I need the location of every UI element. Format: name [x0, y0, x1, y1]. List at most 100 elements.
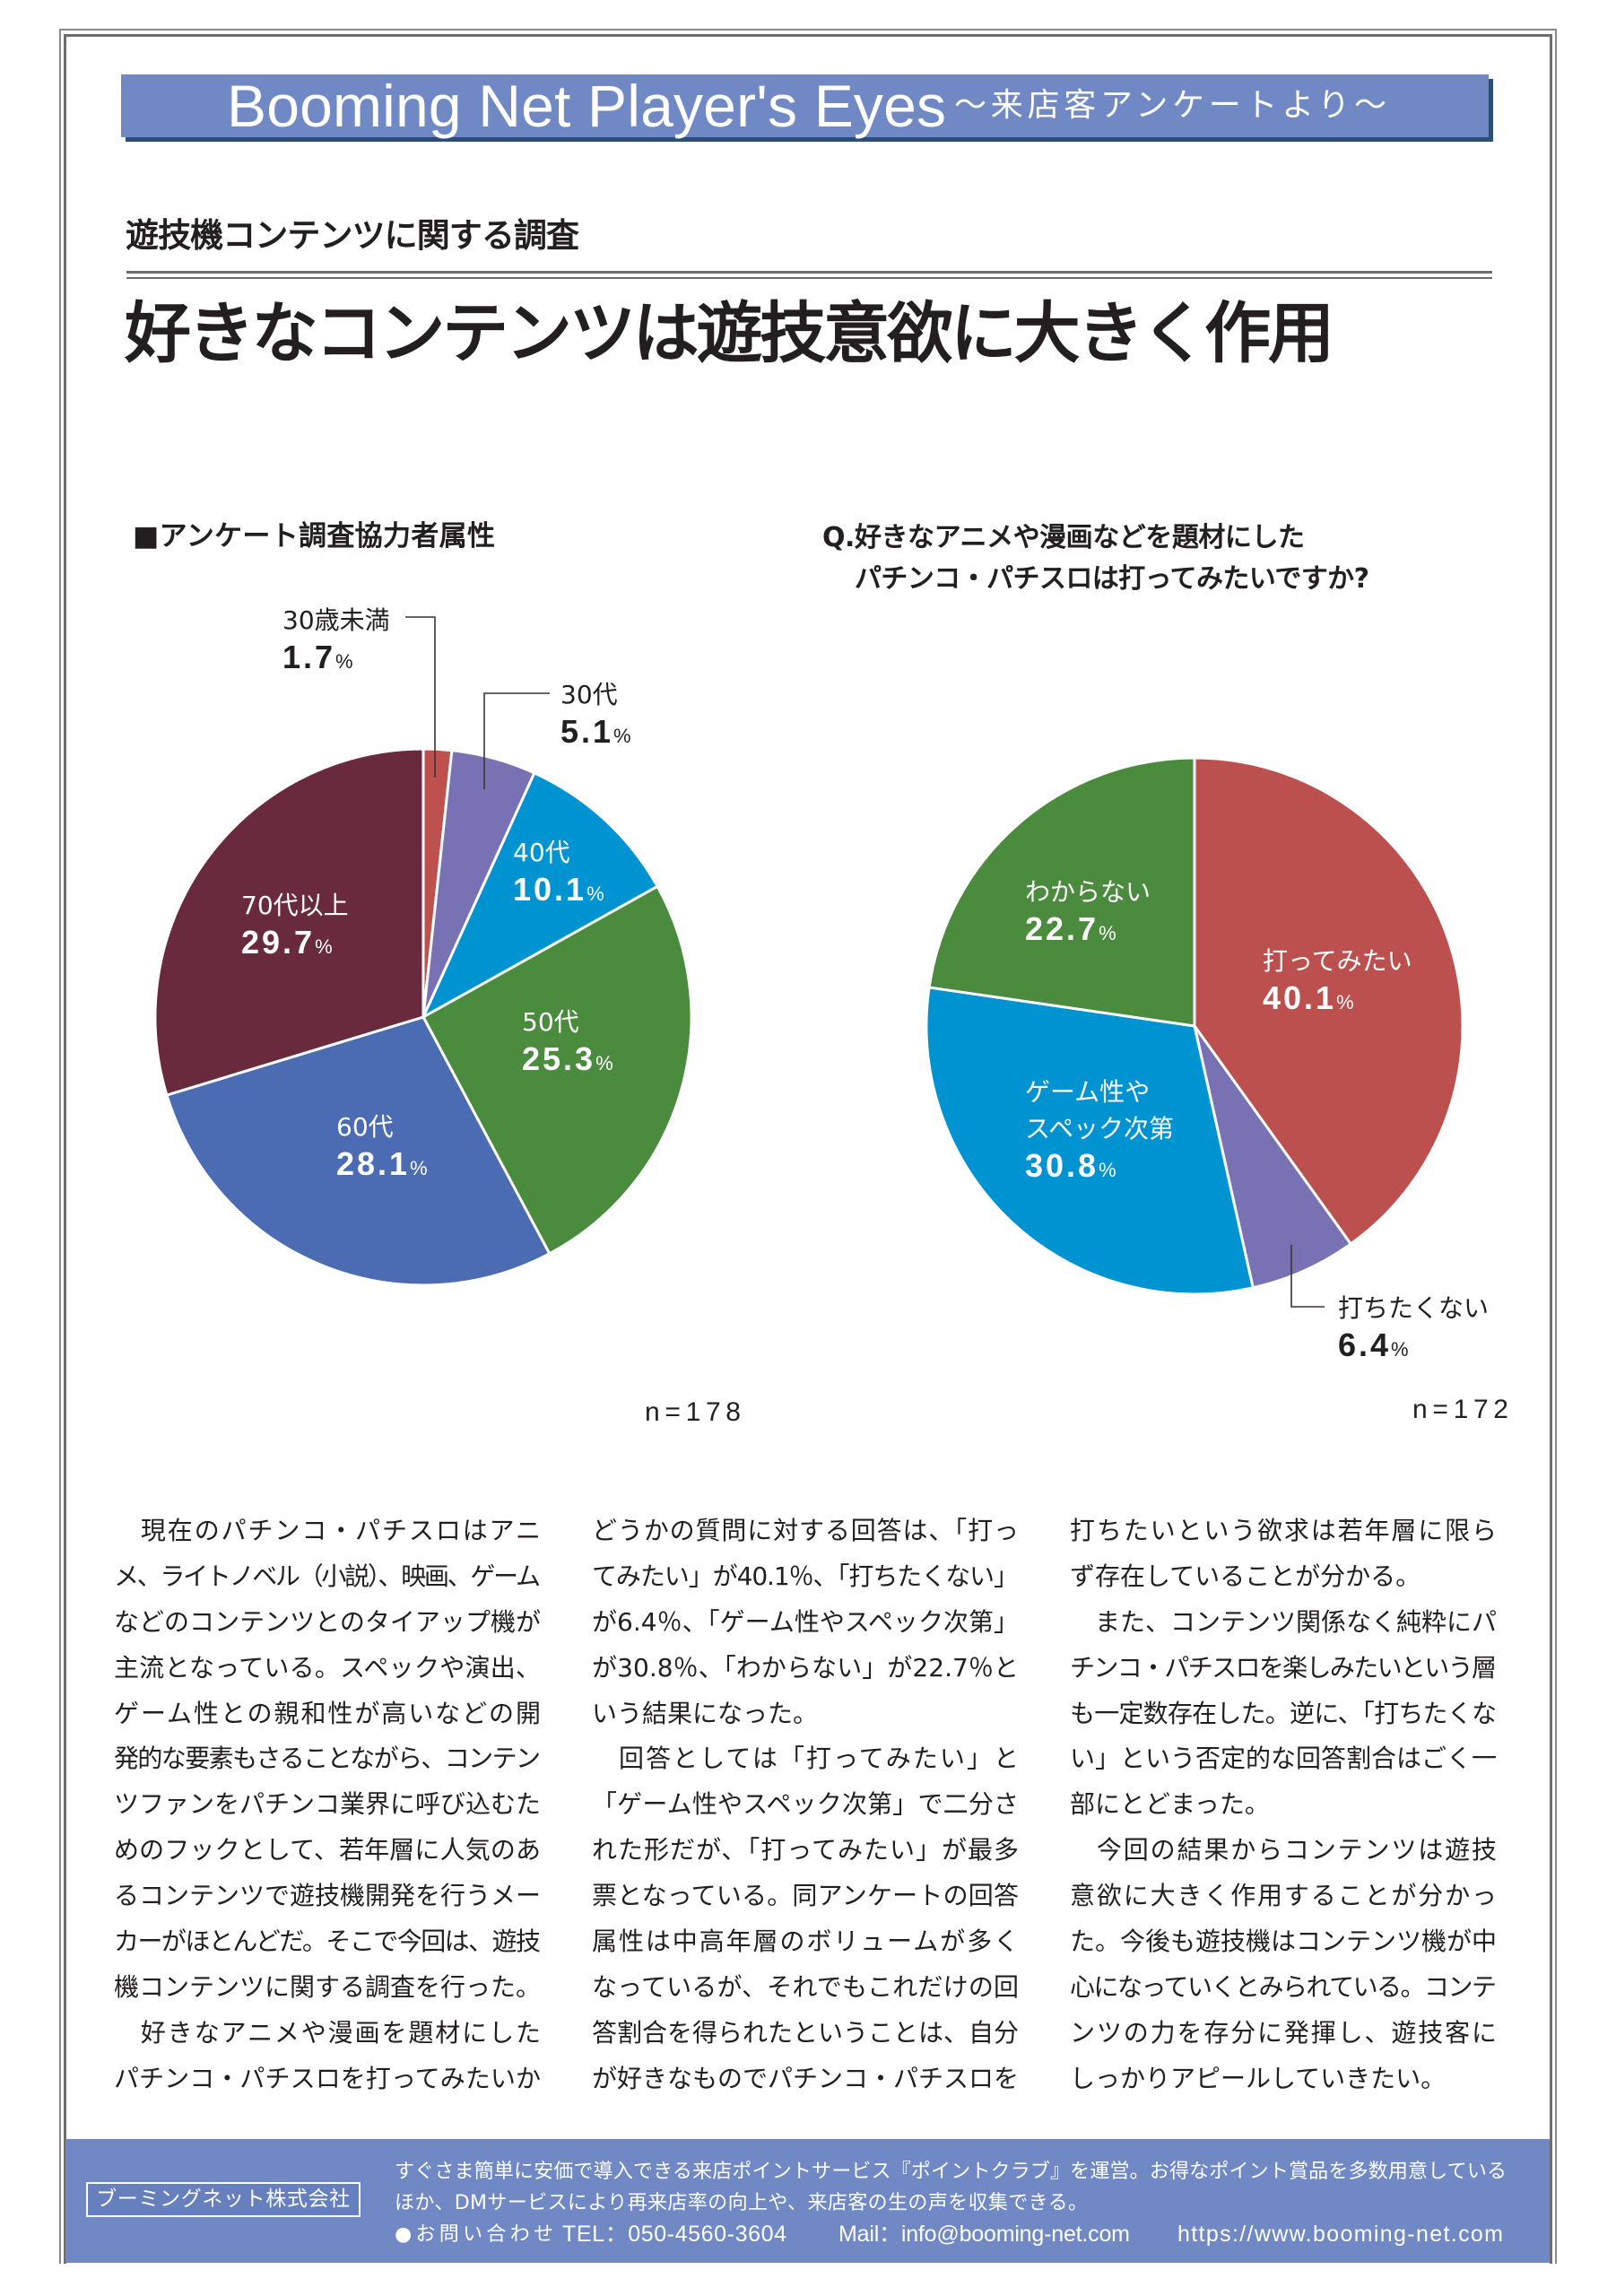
pie-slice: [1193, 756, 1464, 1246]
double-rule-top: [126, 271, 1492, 274]
article-line-text: 回答としては「打ってみたい」と: [592, 1744, 1021, 1774]
sample-size-label: n=178: [645, 1397, 746, 1427]
pie-slice: [165, 1015, 552, 1287]
article-line: 主流となっている。スペックや演出、: [114, 1646, 541, 1692]
article-line: 答割合を得られたということは、自分: [592, 2011, 1019, 2057]
article-line-text: 発的な要素もさることながら、コンテン: [114, 1744, 541, 1774]
slice-value: 28.1: [336, 1145, 411, 1182]
article-line-text: 機コンテンツに関する調査を行った。: [114, 1971, 542, 2002]
article-column-3: 打ちたいという欲求は若年層に限ら ず存在していることが分かる。 また、コンテンツ関…: [1070, 1509, 1497, 2102]
article-line: も一定数存在した。逆に、「打ちたくな: [1070, 1692, 1497, 1737]
slice-label-value: 6.4%: [1338, 1326, 1489, 1370]
article-line-text: カーがほとんどだ。そこで今回は、遊技: [114, 1926, 541, 1957]
article-line-text: が6.4％、「ゲーム性やスペック次第」: [592, 1606, 1020, 1637]
percent-unit: %: [315, 935, 333, 958]
article-line-text: が30.8％、「わからない」が22.7％と: [592, 1652, 1020, 1683]
article-line-text: るコンテンツで遊技機開発を行うメー: [114, 1881, 541, 1911]
slice-label: 30歳未満 1.7%: [282, 602, 390, 682]
leader-line: [1290, 1245, 1325, 1308]
slice-label-name: 40代: [513, 838, 570, 867]
article-line: メ、ライトノベル（小説）、映画、ゲーム: [114, 1554, 541, 1600]
slice-label: ゲーム性や スペック次第 30.8%: [1025, 1074, 1174, 1190]
slice-label-value: 30.8%: [1025, 1147, 1174, 1190]
article-line: なっているが、それでもこれだけの回: [592, 1965, 1019, 2011]
slice-value: 25.3: [522, 1040, 596, 1077]
percent-unit: %: [335, 650, 353, 673]
slice-label-name: 打ってみたい: [1263, 946, 1412, 976]
slice-label-name: ゲーム性や スペック次第: [1025, 1077, 1175, 1144]
percent-unit: %: [613, 725, 631, 747]
contact-url: https://www.booming-net.com: [1177, 2222, 1505, 2247]
article-line-text: また、コンテンツ関係なく純粋にパ: [1070, 1606, 1497, 1637]
article-line: 好きなアニメや漫画を題材にした: [114, 2011, 541, 2057]
percent-unit: %: [595, 1052, 613, 1074]
leader-line: [483, 692, 550, 789]
pie-slice: [927, 756, 1196, 1028]
slice-label: 40代 10.1%: [513, 834, 604, 914]
pie-slice: [153, 747, 425, 1097]
article-line-text: なっているが、それでもこれだけの回: [592, 1971, 1020, 2002]
leader-line: [405, 616, 436, 778]
slice-label: 70代以上 29.7%: [241, 887, 349, 967]
article-line: ツファンをパチンコ業界に呼び込むた: [114, 1782, 541, 1828]
slice-label-name: 30歳未満: [282, 605, 390, 635]
slice-label-value: 25.3%: [522, 1040, 613, 1083]
header-banner: Booming Net Player's Eyes ～来店客アンケートより～: [121, 74, 1489, 137]
slice-label-name: わからない: [1025, 877, 1151, 907]
slice-label: わからない 22.7%: [1025, 874, 1151, 953]
article-line: 今回の結果からコンテンツは遊技: [1070, 1828, 1497, 1874]
article-line: 意欲に大きく作用することが分かっ: [1070, 1874, 1497, 1919]
article-column-2: どうかの質問に対する回答は、「打っ てみたい」が40.1％、「打ちたくない」 が6.…: [592, 1509, 1019, 2102]
percent-unit: %: [1336, 991, 1354, 1013]
article-line: 「ゲーム性やスペック次第」で二分さ: [592, 1782, 1019, 1828]
sample-size-label: n=172: [1412, 1395, 1514, 1424]
slice-label-value: 1.7%: [282, 639, 390, 682]
slice-label-name: 打ちたくない: [1338, 1293, 1490, 1323]
article-line: カーがほとんどだ。そこで今回は、遊技: [114, 1919, 541, 1965]
percent-unit: %: [1099, 1159, 1116, 1181]
article-line: また、コンテンツ関係なく純粋にパ: [1070, 1600, 1497, 1646]
article-line-text: めのフックとして、若年層に人気のあ: [114, 1835, 542, 1866]
question-chart-heading-line-1: Q.好きなアニメや漫画などを題材にした: [822, 522, 1305, 553]
article-line-text: 属性は中高年層のボリュームが多く: [592, 1926, 1021, 1957]
slice-value: 29.7: [241, 924, 316, 961]
article-line-text: が好きなものでパチンコ・パチスロを: [592, 2063, 1019, 2093]
contact-tel: TEL：050-4560-3604: [562, 2222, 787, 2247]
article-line: が6.4％、「ゲーム性やスペック次第」: [592, 1600, 1019, 1646]
article-line: チンコ・パチスロを楽しみたいという層: [1070, 1646, 1497, 1692]
slice-label-name: 30代: [560, 680, 618, 709]
age-pie-chart: [153, 747, 693, 1287]
article-line-text: 「ゲーム性やスペック次第」で二分さ: [592, 1789, 1020, 1820]
article-line: ず存在していることが分かる。: [1070, 1554, 1497, 1600]
article-line-text: ゲーム性との親和性が高いなどの開: [114, 1698, 543, 1728]
page-headline: 好きなコンテンツは遊技意欲に大きく作用: [125, 295, 1334, 372]
banner-title: Booming Net Player's Eyes: [227, 73, 947, 139]
article-line: しっかりアピールしていきたい。: [1070, 2057, 1497, 2102]
page-frame-inner: [64, 34, 1552, 2264]
slice-label: 打ちたくない 6.4%: [1338, 1290, 1489, 1370]
question-chart-heading-line-2: パチンコ・パチスロは打ってみたいですか?: [855, 563, 1369, 595]
pie-slice: [421, 884, 693, 1256]
article-line-text: 現在のパチンコ・パチスロはアニ: [114, 1516, 543, 1545]
article-line: 属性は中高年層のボリュームが多く: [592, 1919, 1019, 1965]
footer-description-line: すぐさま簡単に安価で導入できる来店ポイントサービス『ポイントクラブ』を運営。お得…: [395, 2161, 1507, 2183]
article-line-text: 今回の結果からコンテンツは遊技: [1070, 1835, 1499, 1866]
slice-label-value: 22.7%: [1025, 910, 1151, 953]
contact-mail: Mail：info@booming-net.com: [838, 2222, 1130, 2247]
article-line: どうかの質問に対する回答は、「打っ: [592, 1509, 1019, 1554]
percent-unit: %: [586, 883, 604, 905]
percent-unit: %: [1099, 922, 1116, 944]
article-line: い」という否定的な回答割合はごく一: [1070, 1736, 1497, 1782]
article-line-text: しっかりアピールしていきたい。: [1070, 2063, 1447, 2093]
article-line: 打ちたいという欲求は若年層に限ら: [1070, 1509, 1497, 1554]
slice-value: 40.1: [1263, 979, 1337, 1016]
slice-label-name: 70代以上: [241, 891, 349, 920]
article-line: ゲーム性との親和性が高いなどの開: [114, 1692, 541, 1737]
article-line: 回答としては「打ってみたい」と: [592, 1736, 1019, 1782]
article-line-text: 心になっていくとみられている。コンテ: [1070, 1971, 1497, 2002]
slice-label-value: 29.7%: [241, 924, 349, 967]
section-kicker: 遊技機コンテンツに関する調査: [126, 216, 579, 255]
slice-label-value: 5.1%: [560, 713, 631, 756]
article-line: パチンコ・パチスロを打ってみたいか: [114, 2057, 541, 2102]
